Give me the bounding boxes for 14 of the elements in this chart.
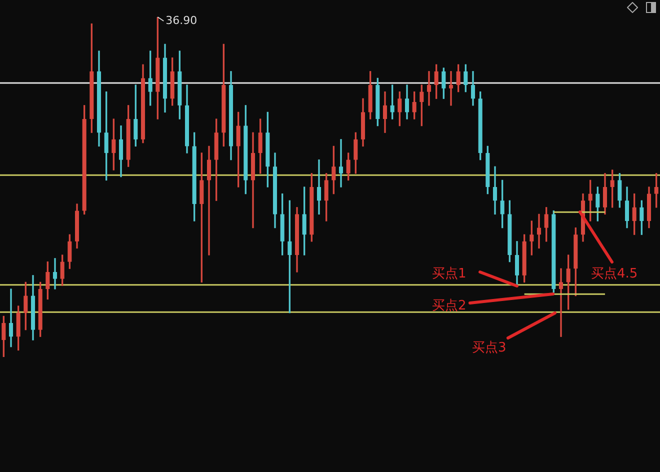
candlestick [8, 288, 14, 348]
annotation: 买点2 [432, 298, 466, 314]
annotation: 买点1 [432, 266, 466, 282]
annotation: 36.90 [166, 14, 198, 27]
candlestick [536, 214, 542, 249]
candlestick [426, 71, 432, 106]
candlestick [316, 159, 322, 215]
annotation: 买点3 [472, 340, 506, 356]
annotation: 买点4.5 [591, 266, 638, 282]
candlestick [338, 139, 344, 188]
candlestick [206, 146, 212, 256]
candlestick [448, 71, 454, 106]
candlestick [558, 268, 564, 337]
candlestick [52, 258, 58, 290]
